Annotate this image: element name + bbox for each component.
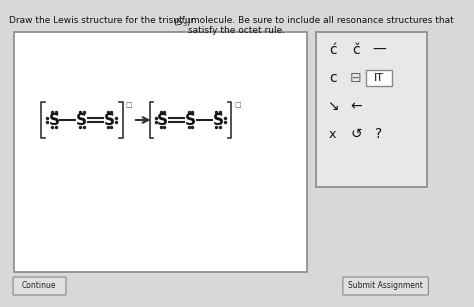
Text: Draw the Lewis structure for the trisulfur: Draw the Lewis structure for the trisulf… <box>9 16 198 25</box>
Text: $(S_3)$: $(S_3)$ <box>173 16 191 29</box>
Text: ↺: ↺ <box>350 127 362 141</box>
Text: č: č <box>352 43 360 57</box>
Text: ?: ? <box>375 127 383 141</box>
Text: c: c <box>329 71 337 85</box>
FancyBboxPatch shape <box>14 32 307 272</box>
Text: S: S <box>48 112 59 127</box>
FancyBboxPatch shape <box>316 32 428 187</box>
Text: ←: ← <box>350 99 362 113</box>
Text: Continue: Continue <box>22 282 56 290</box>
Text: S: S <box>185 112 196 127</box>
Text: S: S <box>104 112 115 127</box>
Text: ↘: ↘ <box>327 99 338 113</box>
Text: x: x <box>329 127 337 141</box>
Text: S: S <box>76 112 87 127</box>
Text: ⊟: ⊟ <box>350 71 362 85</box>
Text: □: □ <box>126 102 132 108</box>
Text: ć: ć <box>329 43 337 57</box>
Text: —: — <box>372 43 386 57</box>
Text: Submit Assignment: Submit Assignment <box>348 282 423 290</box>
Text: molecule. Be sure to include all resonance structures that satisfy the octet rul: molecule. Be sure to include all resonan… <box>188 16 454 35</box>
Text: S: S <box>213 112 224 127</box>
FancyBboxPatch shape <box>366 70 392 86</box>
Text: S: S <box>157 112 168 127</box>
Text: □: □ <box>234 102 241 108</box>
FancyBboxPatch shape <box>13 277 66 295</box>
FancyBboxPatch shape <box>343 277 428 295</box>
Text: IT: IT <box>374 73 384 83</box>
